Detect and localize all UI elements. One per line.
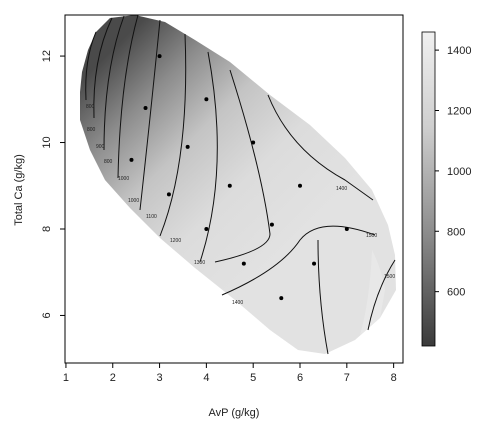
point-layer [129, 54, 349, 301]
sample-point [251, 140, 256, 145]
x-tick-label: 8 [391, 372, 397, 384]
sample-point [344, 226, 349, 231]
contour-line [214, 69, 271, 263]
contour-line [199, 51, 218, 263]
contour-label: 1400 [336, 186, 347, 192]
contour-line [159, 33, 187, 237]
high-zone [360, 250, 385, 335]
surface-layer [80, 15, 396, 354]
colorbar-tick-group: 600 800 1000 1200 1400 [435, 45, 471, 299]
colorbar-tick-label: 800 [447, 226, 465, 238]
x-tick-label: 1 [63, 372, 69, 384]
x-tick-label: 4 [203, 372, 209, 384]
contour-line [85, 31, 97, 101]
plot-frame [64, 14, 404, 364]
colorbar-tick-label: 1200 [447, 106, 471, 118]
sample-point [312, 261, 317, 266]
contour-label: 1300 [194, 260, 205, 266]
y-axis: 6 8 10 12 Total Ca (g/kg) [13, 50, 65, 319]
contour-lines [85, 15, 396, 355]
contour-line [93, 17, 113, 119]
y-axis-label: Total Ca (g/kg) [13, 154, 25, 226]
contour-label: 800 [104, 159, 113, 165]
contour-label-layer: 800 800 900 800 1000 1000 1100 1200 1300… [86, 104, 395, 306]
sample-point [157, 54, 162, 59]
sample-point [129, 157, 134, 162]
sample-point [204, 226, 209, 231]
x-tick-label: 7 [344, 372, 350, 384]
contour-label: 800 [87, 127, 96, 133]
contour-label: 900 [96, 144, 105, 150]
contour-line [267, 94, 374, 201]
sample-point [204, 97, 209, 102]
contour-label: 800 [86, 104, 95, 110]
sample-point [227, 183, 232, 188]
sample-point [241, 261, 246, 266]
contour-line [221, 225, 376, 296]
y-tick-label: 6 [41, 312, 53, 318]
y-tick-group: 6 8 10 12 [41, 50, 65, 319]
contour-label: 1100 [146, 214, 157, 220]
sample-point [269, 222, 274, 227]
y-tick-label: 8 [41, 226, 53, 232]
contour-line [117, 15, 139, 179]
contour-line [317, 239, 329, 355]
contour-line [367, 259, 396, 331]
contour-line [103, 15, 125, 151]
sample-point [185, 144, 190, 149]
colorbar-tick-label: 1400 [447, 45, 471, 57]
contour-label: 1500 [366, 233, 377, 239]
contour-line [139, 19, 161, 211]
colorbar-tick-label: 1000 [447, 166, 471, 178]
x-axis: 1 2 3 4 5 6 7 8 AvP (g/kg) [63, 363, 397, 419]
x-axis-label: AvP (g/kg) [209, 407, 260, 419]
colorbar: 600 800 1000 1200 1400 [421, 31, 471, 347]
contour-label: 1400 [232, 300, 243, 306]
y-tick-label: 10 [41, 136, 53, 148]
contour-label: 1000 [128, 198, 139, 204]
x-tick-label: 5 [250, 372, 256, 384]
contour-label: 1200 [170, 238, 181, 244]
x-tick-label: 6 [297, 372, 303, 384]
x-tick-label: 3 [157, 372, 163, 384]
sample-point [143, 105, 148, 110]
sample-point [298, 183, 303, 188]
x-tick-label: 2 [110, 372, 116, 384]
sample-point [166, 192, 171, 197]
sample-point [279, 296, 284, 301]
x-tick-group: 1 2 3 4 5 6 7 8 [63, 363, 397, 384]
y-tick-label: 12 [41, 50, 53, 62]
prediction-surface [80, 15, 396, 354]
contour-label: 1000 [118, 176, 129, 182]
colorbar-scale [421, 31, 436, 347]
contour-label: 1500 [384, 274, 395, 280]
colorbar-tick-label: 600 [447, 287, 465, 299]
